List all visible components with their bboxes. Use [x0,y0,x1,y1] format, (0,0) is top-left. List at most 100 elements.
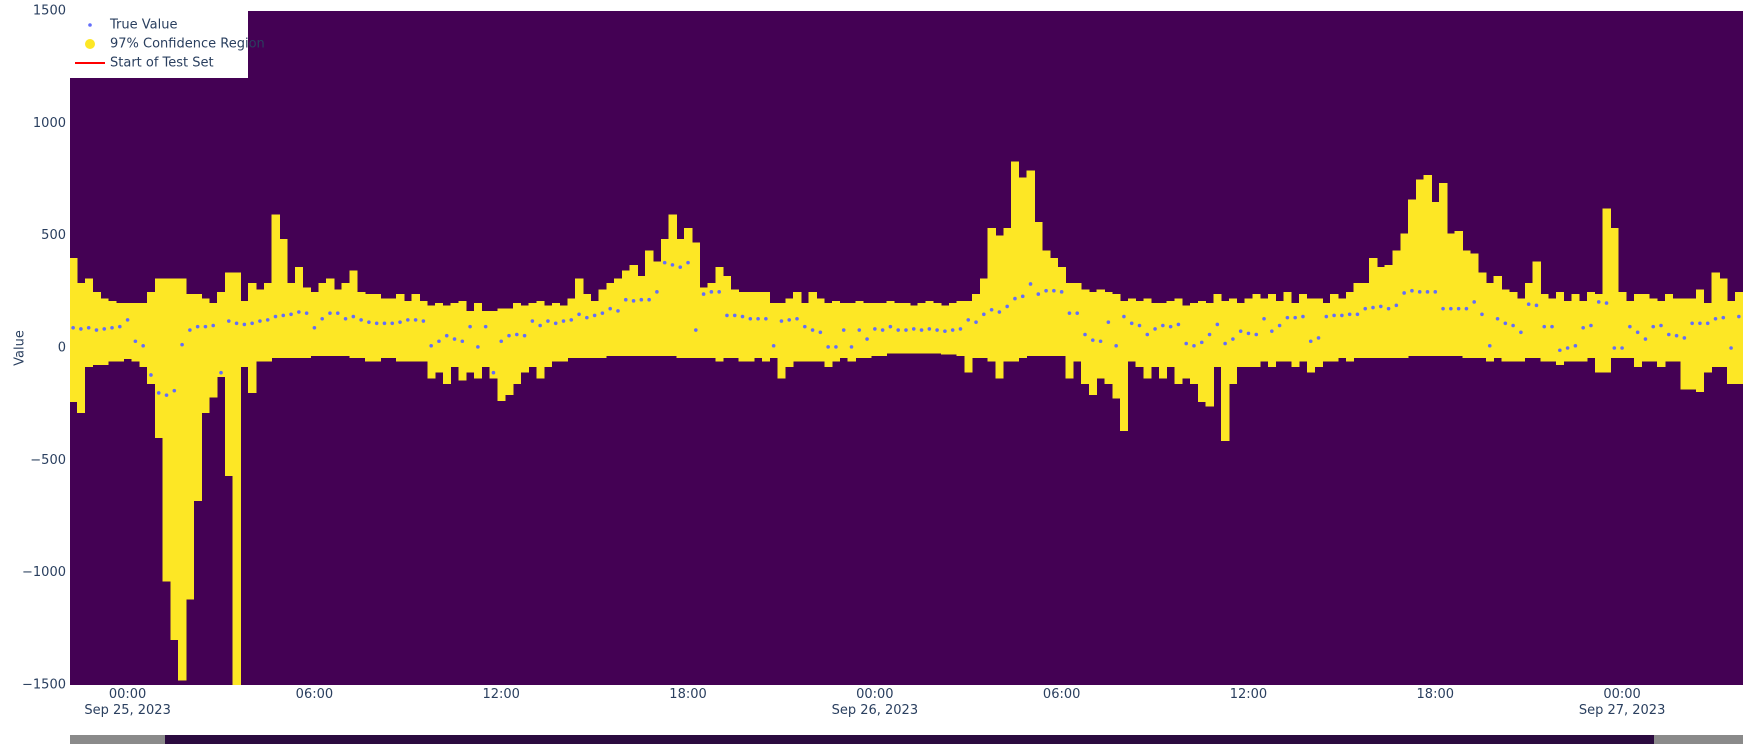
confidence-bar [232,272,241,685]
true-value-point [1386,306,1391,311]
confidence-bar [77,282,86,414]
confidence-bar [824,303,833,368]
range-slider-track[interactable] [70,735,1743,744]
confidence-bar [1330,294,1339,362]
confidence-bar [427,305,436,379]
true-value-point [172,388,177,393]
true-value-point [141,343,145,348]
true-value-point [561,319,566,323]
confidence-bar [185,294,195,600]
confidence-bar [1120,300,1129,432]
confidence-bar [653,261,662,356]
true-value-point [725,313,729,318]
true-value-point [188,328,192,332]
range-slider-mask-right[interactable] [1654,735,1743,744]
true-value-point [911,327,916,331]
true-value-point [1277,323,1282,328]
x-tick-label: 06:00 [1042,687,1081,702]
confidence-bar [1104,291,1113,384]
true-value-point [795,316,799,321]
true-value-point [686,260,690,265]
confidence-bar [1625,300,1635,359]
true-value-point [429,343,433,348]
confidence-bar [1415,179,1425,356]
true-value-point [904,328,908,332]
true-value-point [413,318,418,322]
confidence-bar [209,303,218,398]
true-value-point [211,323,216,328]
true-value-point [865,337,869,341]
confidence-bar [832,300,841,362]
confidence-bar [123,303,132,360]
confidence-bar [551,303,561,362]
true-value-point [1729,346,1733,350]
confidence-bar [326,278,335,356]
confidence-bar [505,308,514,396]
true-value-point [592,313,597,318]
true-value-point [1223,341,1227,346]
legend-symbol [88,23,92,27]
confidence-bar [302,287,311,359]
confidence-bar [1221,300,1230,442]
confidence-bar [193,294,202,501]
true-value-point [250,321,254,326]
true-value-point [1698,321,1702,326]
confidence-bar [357,291,366,359]
true-value-point [974,320,978,324]
true-value-point [1378,304,1383,309]
confidence-bar [1470,253,1479,359]
confidence-bar [582,294,592,359]
confidence-bar [1517,298,1526,362]
true-value-point [476,345,480,349]
confidence-bar [1127,298,1137,362]
y-tick-label: 1500 [33,4,66,19]
true-value-point [79,327,83,331]
confidence-bar [1283,291,1292,362]
true-value-point [398,320,402,324]
true-value-point [1145,332,1150,337]
confidence-bar [629,264,638,356]
true-value-point [927,327,932,331]
true-value-point [717,290,721,294]
true-value-point [1620,346,1624,350]
true-value-point [328,311,332,315]
range-slider-mask-left[interactable] [70,735,165,744]
true-value-point [1534,303,1539,308]
true-value-point [1106,320,1111,324]
confidence-bar [1174,298,1183,384]
true-value-point [997,310,1002,314]
true-value-point [390,321,395,326]
true-value-point [507,333,511,338]
true-value-point [335,311,340,315]
true-value-point [1472,300,1476,304]
range-slider[interactable] [70,735,1743,744]
true-value-point [491,370,496,375]
confidence-bar [1548,298,1557,362]
confidence-bar [1680,298,1689,390]
y-axis-title: Value [13,330,28,366]
confidence-bar [217,291,226,378]
confidence-bar [676,239,685,359]
confidence-bar [699,287,708,359]
confidence-bar [481,310,490,368]
true-value-point [1090,338,1095,342]
marks [70,161,1743,685]
legend-label: 97% Confidence Region [110,37,265,52]
true-value-point [1231,337,1235,341]
true-value-point [873,327,877,331]
true-value-point [943,329,947,333]
confidence-bar [224,272,234,477]
true-value-point [662,260,667,265]
confidence-bar [1602,208,1611,373]
true-value-point [1137,323,1142,328]
confidence-bar [1236,303,1245,368]
true-value-point [569,318,574,322]
confidence-bar [1703,303,1713,373]
true-value-point [857,328,862,332]
true-value-point [1020,294,1025,299]
true-value-point [616,309,620,313]
confidence-bar [450,303,459,368]
true-value-point [499,339,504,344]
confidence-bar [1462,250,1471,359]
true-value-point [149,373,153,377]
